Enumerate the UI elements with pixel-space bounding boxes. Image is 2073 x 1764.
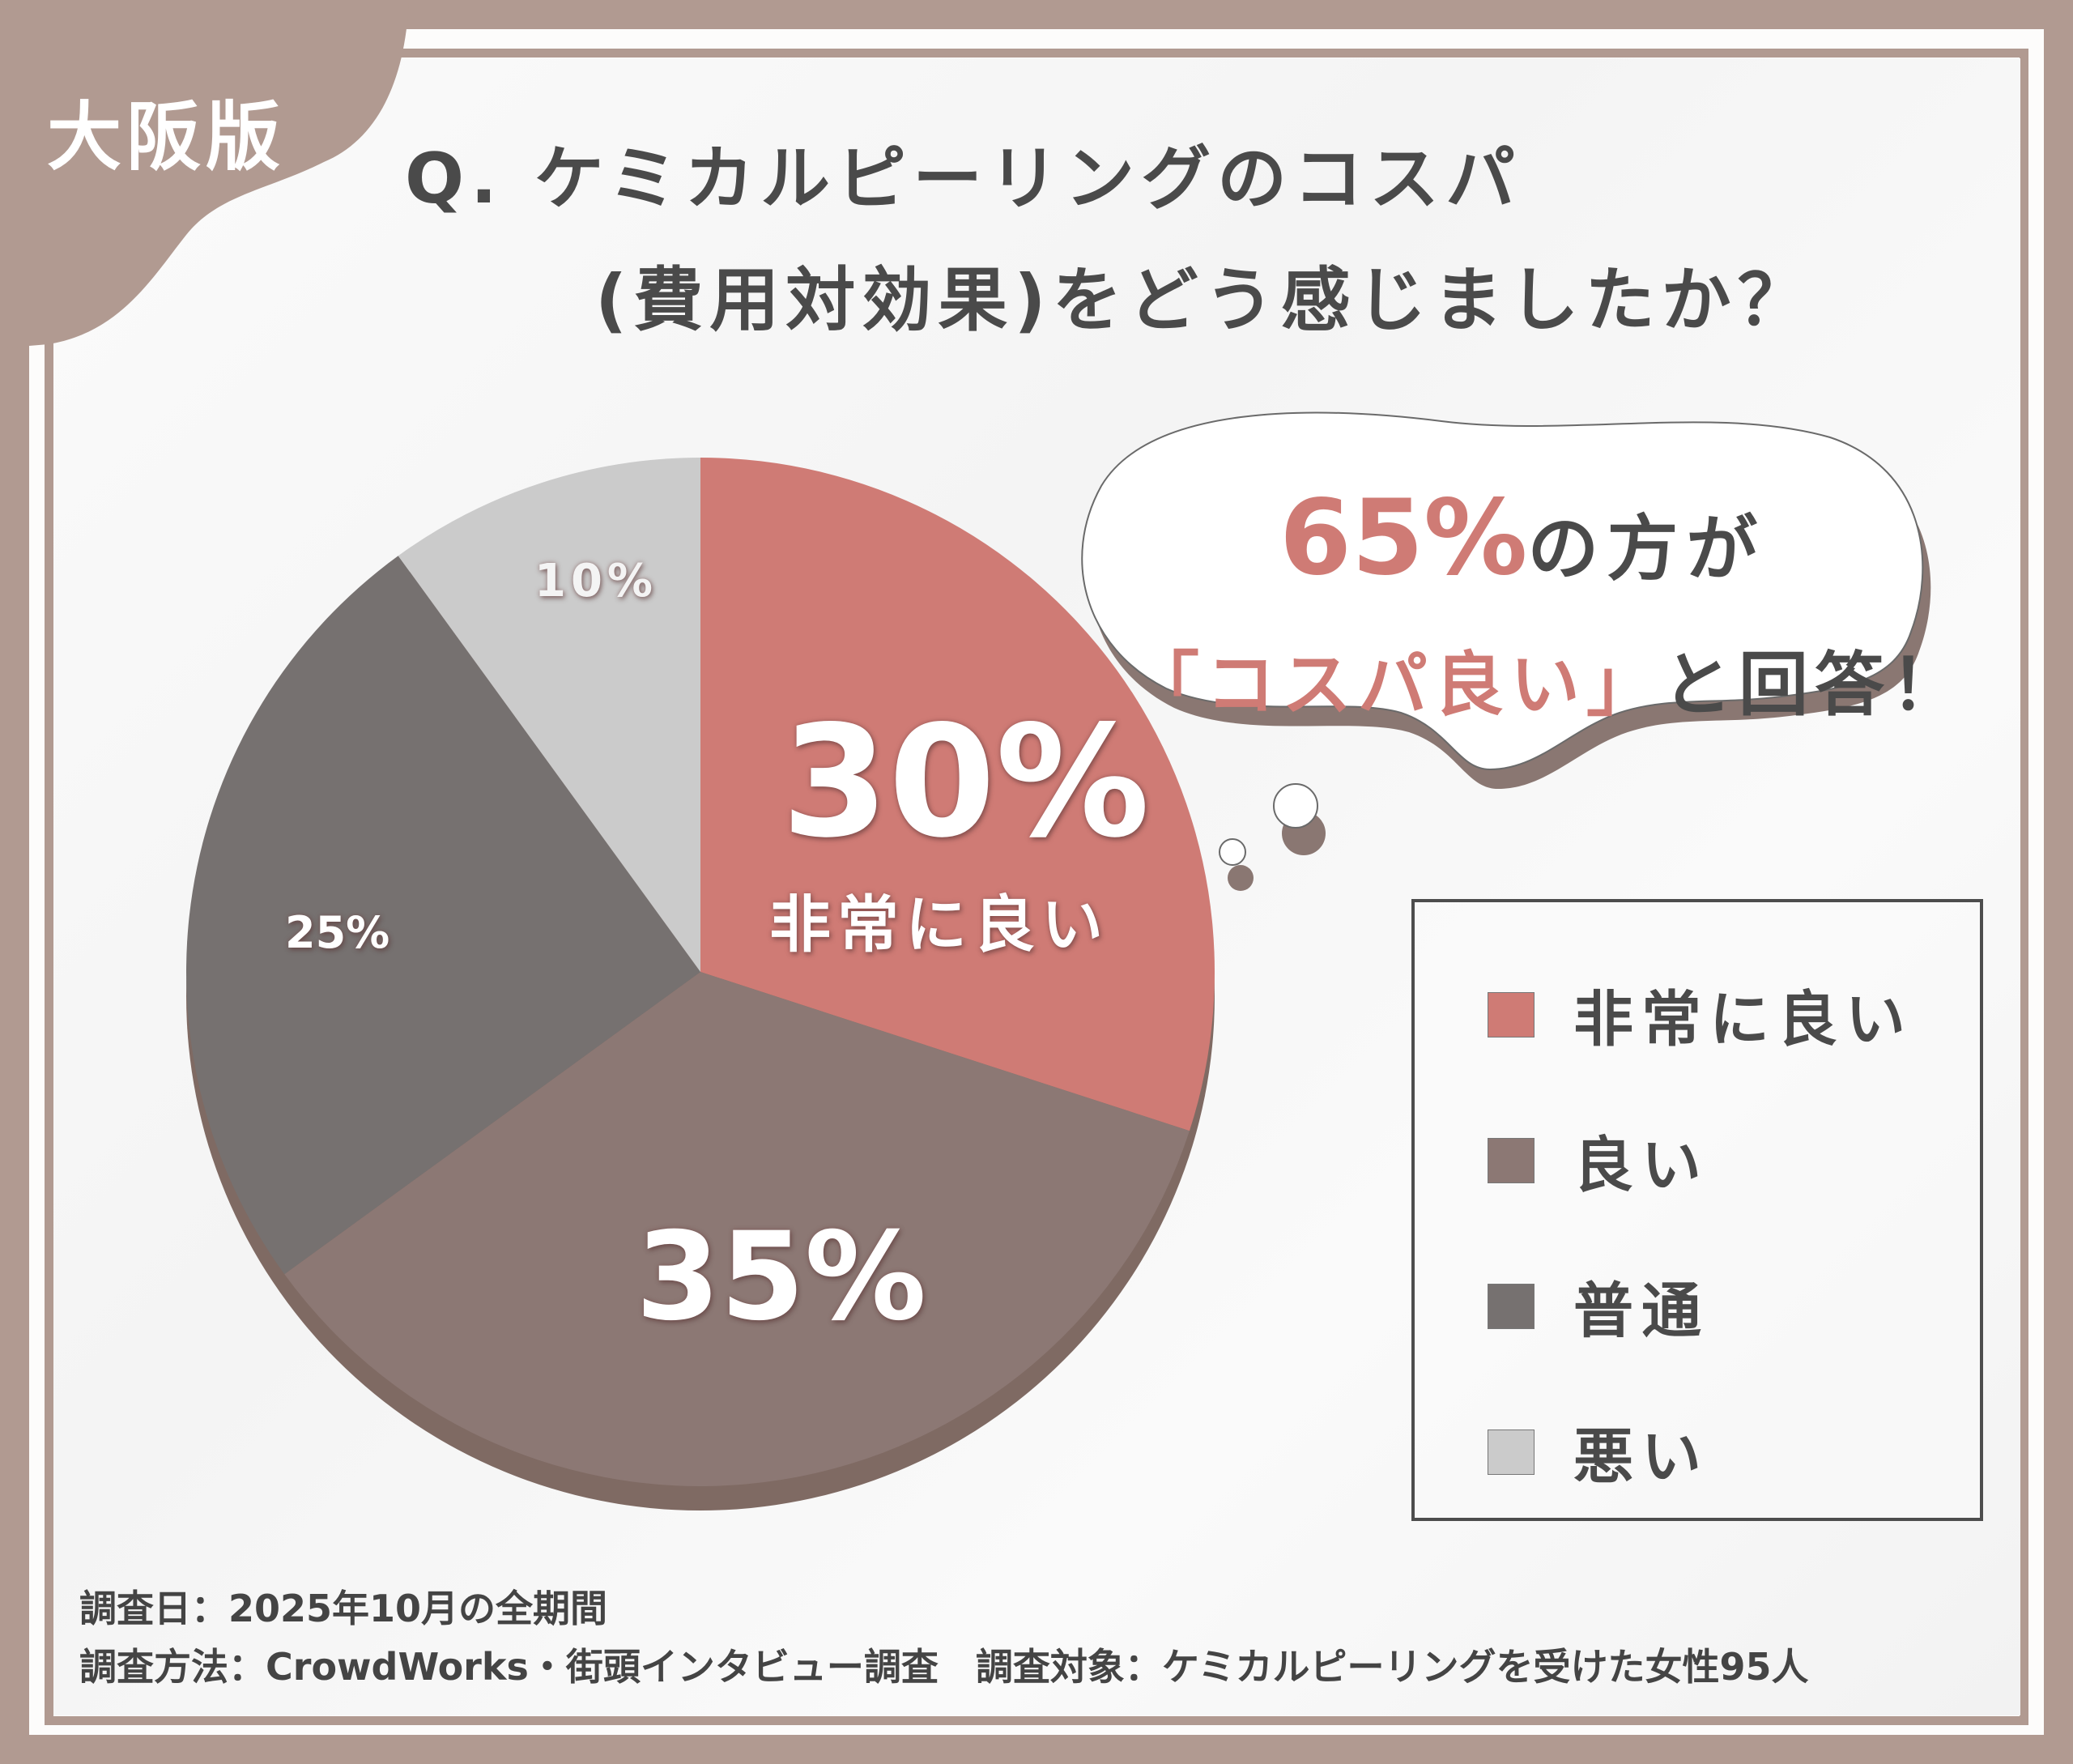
pie-slice-very-good xyxy=(700,458,1215,1131)
slice-label-good-pct: 35% xyxy=(636,1207,927,1348)
legend-item-normal: 普通 xyxy=(1488,1263,1709,1349)
legend-label: 非常に良い xyxy=(1573,985,1913,1055)
corner-badge-shape xyxy=(0,0,409,348)
callout-percent: 65% xyxy=(1279,478,1528,599)
survey-date: 調査日：2025年10月の全期間 xyxy=(79,1587,608,1630)
pie-slice-good xyxy=(284,972,1190,1486)
legend-item-very-good: 非常に良い xyxy=(1488,971,1913,1058)
pie-slice-normal xyxy=(185,556,700,1275)
legend-swatch xyxy=(1488,991,1535,1038)
chart-legend: 非常に良い 良い 普通 悪い xyxy=(1411,899,1983,1521)
callout-quote-text: コスパ良い xyxy=(1206,645,1586,726)
legend-item-good: 良い xyxy=(1488,1117,1709,1204)
callout-line1-rest: の方が xyxy=(1527,507,1766,590)
survey-method-target: 調査方法：CrowdWorks・街頭インタビュー調査 調査対象：ケミカルピーリン… xyxy=(79,1645,1809,1689)
legend-label: 悪い xyxy=(1573,1422,1709,1492)
slice-label-normal-pct: 25% xyxy=(285,907,390,958)
frame-border xyxy=(45,49,2028,1725)
legend-label: 普通 xyxy=(1573,1276,1709,1346)
callout-line1: 65%の方が xyxy=(1279,478,1765,599)
slice-label-bad-pct: 10% xyxy=(534,555,658,607)
callout-line2-rest: と回答！ xyxy=(1662,645,1967,726)
pie-chart: 30% 非常に良い 35% 25% 10% xyxy=(185,458,1215,1527)
legend-label: 良い xyxy=(1573,1131,1709,1200)
region-badge: 大阪版 xyxy=(47,94,286,181)
legend-swatch xyxy=(1488,1137,1535,1183)
slice-label-very-good-pct: 30% xyxy=(781,692,1150,871)
pie-slice-bad xyxy=(398,458,700,972)
page-title-line2: (費用対効果)をどう感じましたか？ xyxy=(595,260,1814,341)
legend-swatch xyxy=(1488,1283,1535,1329)
callout-quote-close: 」 xyxy=(1586,645,1662,726)
callout-line2: 「コスパ良い」と回答！ xyxy=(1130,628,1967,729)
slice-label-very-good-name: 非常に良い xyxy=(769,888,1109,961)
page-title-line1: Q. ケミカルピーリングのコスパ xyxy=(405,138,1522,219)
legend-item-bad: 悪い xyxy=(1488,1408,1709,1495)
callout-quote-open: 「 xyxy=(1130,645,1206,726)
legend-swatch xyxy=(1488,1429,1535,1475)
callout-bubble xyxy=(1081,411,1931,891)
